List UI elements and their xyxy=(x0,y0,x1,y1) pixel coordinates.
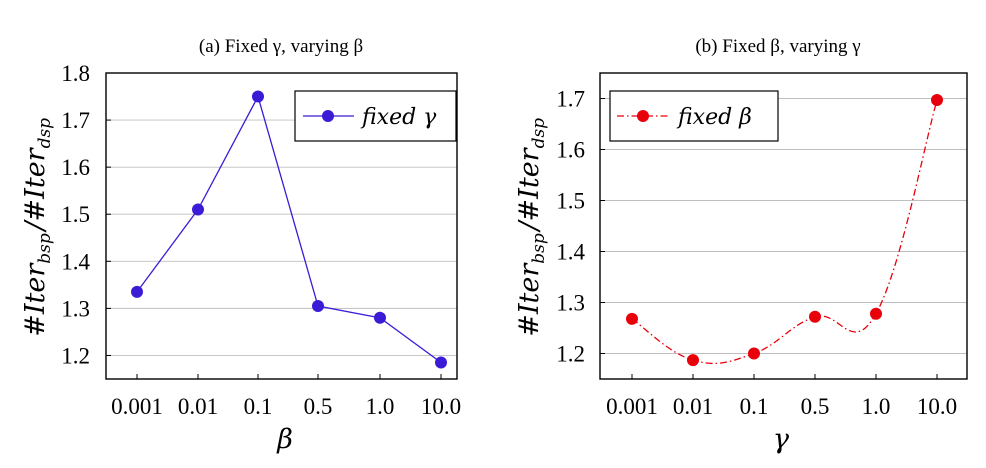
chart-a-data-point-0.01 xyxy=(192,203,204,216)
chart-a-y-tick-label: 1.4 xyxy=(61,249,90,274)
chart-b-data-point-10.0 xyxy=(931,94,943,107)
chart-b-y-tick-label: 1.3 xyxy=(556,291,585,316)
chart-a: (a) Fixed γ, varying β 1.21.31.41.51.61.… xyxy=(20,36,461,455)
chart-a-x-tick-label: 0.001 xyxy=(111,394,163,419)
chart-b-legend-marker xyxy=(637,110,649,122)
chart-a-legend-marker xyxy=(322,110,334,122)
chart-b-series-fixed-beta xyxy=(626,94,943,367)
chart-a-data-point-1.0 xyxy=(374,311,386,324)
chart-a-x-axis-label: β xyxy=(276,424,293,455)
chart-b-x-tick-label: 1.0 xyxy=(862,394,891,419)
chart-a-y-axis-label: #Iterbsp /#Iterdsp xyxy=(20,115,55,337)
chart-a-x-tick-label: 0.5 xyxy=(304,394,333,419)
chart-a-title: (a) Fixed γ, varying β xyxy=(199,36,363,57)
chart-a-series-line xyxy=(136,94,442,364)
chart-b-data-point-0.1 xyxy=(748,347,760,360)
chart-a-y-tick-label: 1.3 xyxy=(61,296,90,321)
chart-a-x-tick-label: 0.1 xyxy=(244,394,273,419)
chart-a-plot-frame xyxy=(105,72,458,380)
chart-a-data-point-0.1 xyxy=(252,90,264,103)
chart-a-y-tick-label: 1.2 xyxy=(61,343,90,368)
chart-b-title: (b) Fixed β, varying γ xyxy=(695,36,860,57)
chart-a-y-ticks: 1.2 1.3 1.4 1.5 1.6 1.7 1.8 xyxy=(61,61,111,368)
chart-a-legend: fixed γ xyxy=(294,90,457,142)
chart-b-x-axis-label: γ xyxy=(773,424,790,455)
chart-b-y-tick-label: 1.2 xyxy=(556,342,585,367)
chart-b-y-ticks: 1.2 1.3 1.4 1.5 1.6 1.7 xyxy=(556,87,605,367)
chart-a-x-tick-label: 1.0 xyxy=(366,394,395,419)
chart-b-y-tick-label: 1.6 xyxy=(556,138,585,163)
chart-a-y-tick-label: 1.8 xyxy=(61,61,90,86)
chart-b-y-tick-label: 1.7 xyxy=(556,87,585,112)
chart-b-data-point-0.001 xyxy=(626,312,638,325)
chart-b-legend-label: fixed β xyxy=(676,105,752,130)
chart-b-x-tick-label: 0.5 xyxy=(801,394,830,419)
chart-a-data-point-10.0 xyxy=(435,356,447,369)
chart-b-legend: fixed β xyxy=(609,90,779,142)
chart-b-data-point-1.0 xyxy=(870,307,882,320)
chart-b-x-tick-label: 0.001 xyxy=(606,394,658,419)
chart-a-y-tick-label: 1.5 xyxy=(61,202,90,227)
chart-b-x-tick-label: 0.01 xyxy=(673,394,713,419)
chart-b-x-tick-label: 0.1 xyxy=(740,394,769,419)
chart-b-plot-frame xyxy=(599,72,968,380)
chart-a-x-ticks: 0.001 0.01 0.1 0.5 1.0 10.0 xyxy=(111,374,461,419)
chart-a-data-point-0.5 xyxy=(312,300,324,313)
chart-a-legend-label: fixed γ xyxy=(360,105,437,130)
chart-b-y-axis-label: #Iterbsp /#Iterdsp xyxy=(514,115,549,337)
chart-a-x-tick-label: 10.0 xyxy=(421,394,461,419)
chart-b-data-point-0.01 xyxy=(687,354,699,367)
chart-a-y-tick-label: 1.6 xyxy=(61,155,90,180)
chart-b: (b) Fixed β, varying γ 1.21.31.41.51.61.… xyxy=(514,36,968,455)
chart-a-series-fixed-gamma xyxy=(131,90,447,369)
chart-b-y-tick-label: 1.4 xyxy=(556,240,585,265)
chart-b-x-ticks: 0.001 0.01 0.1 0.5 1.0 10.0 xyxy=(606,374,957,419)
chart-a-x-tick-label: 0.01 xyxy=(178,394,218,419)
chart-b-data-point-0.5 xyxy=(809,310,821,323)
chart-a-data-point-0.001 xyxy=(131,285,143,298)
chart-a-y-tick-label: 1.7 xyxy=(61,108,90,133)
chart-b-y-tick-label: 1.5 xyxy=(556,189,585,214)
chart-b-x-tick-label: 10.0 xyxy=(917,394,957,419)
